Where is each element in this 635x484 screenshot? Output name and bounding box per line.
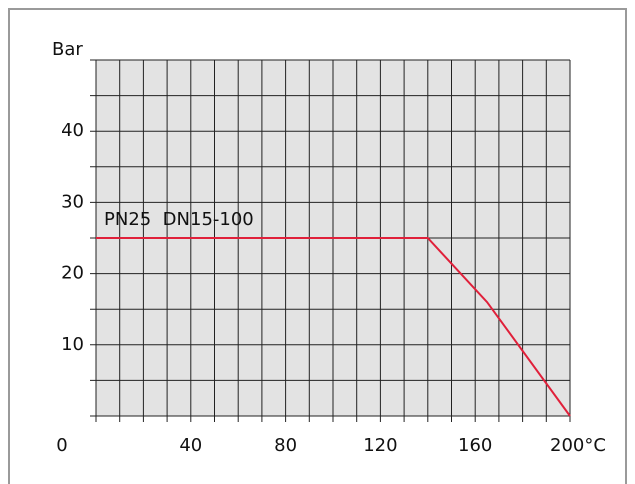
x-tick-label: 40 [179, 435, 202, 456]
data-line [96, 237, 571, 417]
frame [8, 8, 627, 484]
annotation: PN25 DN15-100 [104, 209, 254, 230]
x-tick-label: 160 [458, 435, 492, 456]
x-tick-label: 120 [363, 435, 397, 456]
y-tick-label: 20 [61, 263, 84, 284]
y-tick-label: 10 [61, 334, 84, 355]
y-axis-label: Bar [52, 39, 83, 60]
y-tick-label: 30 [61, 191, 84, 212]
x-tick-label: 80 [274, 435, 297, 456]
x-tick-label: 0 [56, 435, 67, 456]
y-tick-label: 40 [61, 120, 84, 141]
x-tick-label: 200°C [550, 435, 606, 456]
